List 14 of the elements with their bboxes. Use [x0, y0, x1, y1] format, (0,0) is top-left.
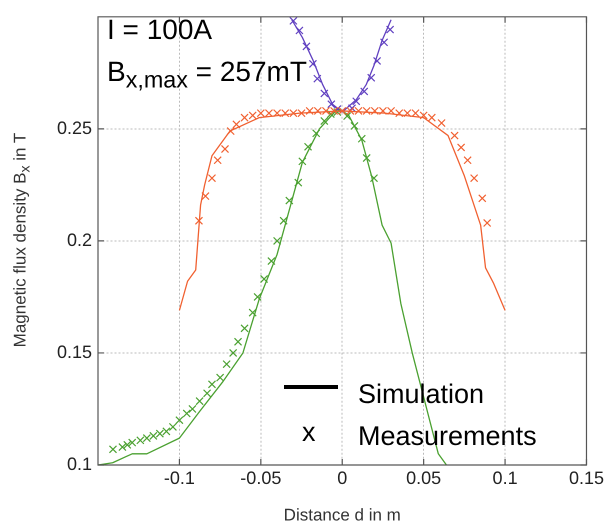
- x-axis-title: Distance d in m: [284, 505, 401, 524]
- annotation: B$_{x,max}$ = 257mT: [107, 56, 307, 93]
- x-tick-label: -0.05: [240, 468, 282, 488]
- y-tick-label: 0.25: [56, 118, 92, 138]
- x-tick-label: 0.1: [492, 468, 518, 488]
- y-tick-label: 0.1: [66, 454, 92, 474]
- annotation: x: [302, 417, 316, 447]
- y-tick-label: 0.15: [56, 342, 92, 362]
- x-tick-label: -0.1: [164, 468, 195, 488]
- annotation: I = 100A: [107, 14, 212, 45]
- x-tick-label: 0.15: [568, 468, 604, 488]
- x-tick-label: 0: [337, 468, 348, 488]
- y-tick-label: 0.2: [66, 230, 92, 250]
- x-tick-label: 0.05: [406, 468, 442, 488]
